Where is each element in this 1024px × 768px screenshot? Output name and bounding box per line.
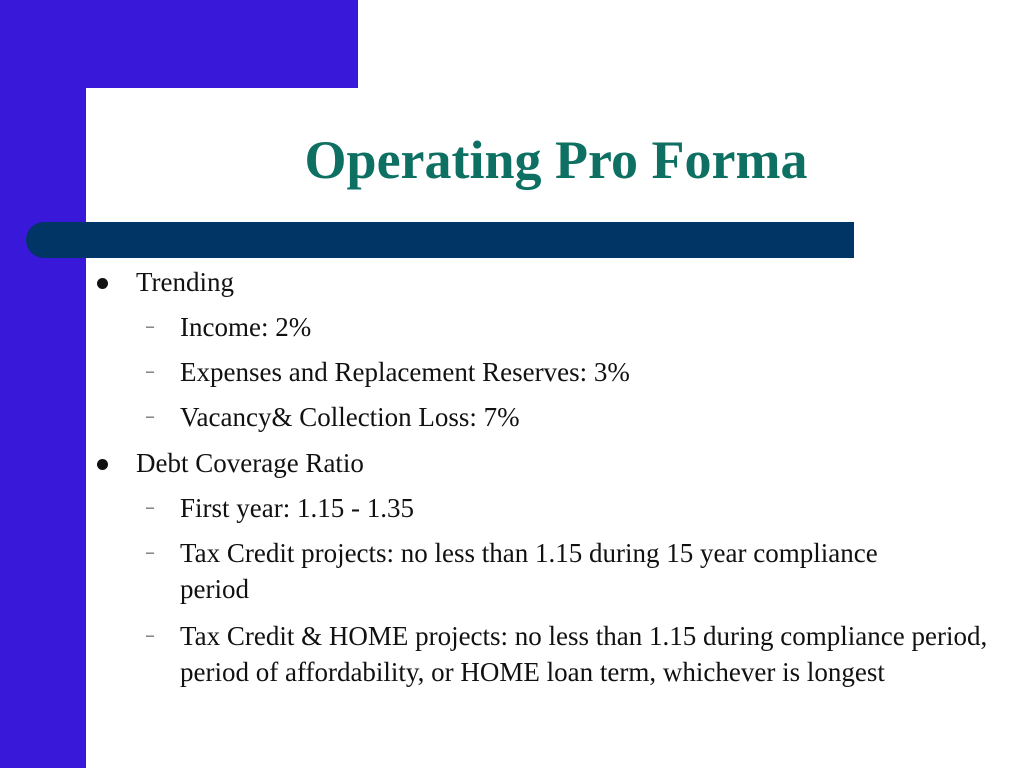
sub-bullet-income: Income: 2% [180, 312, 312, 342]
bullet-dot [97, 459, 108, 470]
sub-bullet-expenses: Expenses and Replacement Reserves: 3% [180, 357, 630, 387]
sub-bullet-tax-credit-home: Tax Credit & HOME projects: no less than… [180, 621, 988, 687]
sub-bullet-tax-credit: Tax Credit projects: no less than 1.15 d… [180, 538, 878, 604]
left-accent-band [0, 0, 86, 768]
sub-bullet-first-year: First year: 1.15 - 1.35 [180, 493, 414, 523]
slide-title: Operating Pro Forma [304, 130, 808, 190]
sub-bullet-dash: – [146, 544, 154, 561]
sub-bullet-dash: – [146, 318, 154, 335]
top-accent-band [0, 0, 358, 88]
title-underline-bar [26, 222, 854, 258]
sub-bullet-dash: – [146, 408, 154, 425]
sub-bullet-dash: – [146, 499, 154, 516]
sub-bullet-vacancy: Vacancy& Collection Loss: 7% [180, 402, 520, 432]
sub-bullet-dash: – [146, 627, 154, 644]
bullet-dot [97, 278, 108, 289]
sub-bullet-dash: – [146, 363, 154, 380]
bullet-debt-coverage: Debt Coverage Ratio [136, 448, 364, 478]
bullet-trending: Trending [136, 267, 235, 297]
